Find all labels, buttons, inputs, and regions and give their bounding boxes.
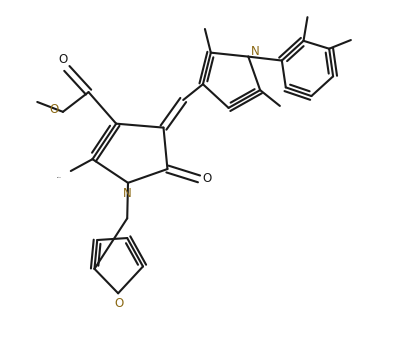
Text: methyl: methyl — [57, 176, 61, 177]
Text: N: N — [251, 45, 260, 58]
Text: N: N — [123, 187, 132, 200]
Text: O: O — [114, 297, 123, 310]
Text: O: O — [50, 103, 59, 116]
Text: O: O — [58, 53, 68, 66]
Text: O: O — [202, 172, 211, 185]
